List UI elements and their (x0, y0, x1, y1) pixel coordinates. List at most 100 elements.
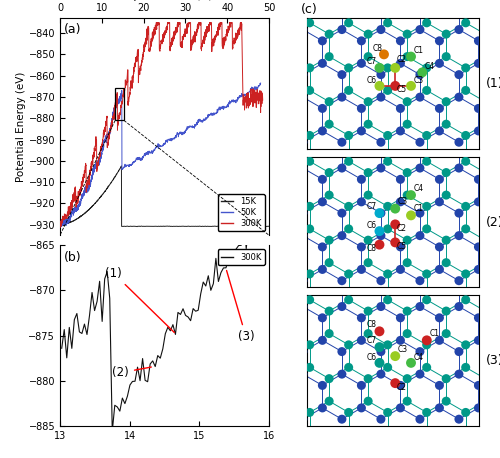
Circle shape (376, 138, 386, 147)
Circle shape (338, 164, 346, 173)
Circle shape (338, 25, 346, 34)
Circle shape (364, 120, 372, 129)
Circle shape (298, 93, 308, 102)
Circle shape (298, 370, 308, 379)
Circle shape (305, 295, 314, 304)
Circle shape (374, 327, 384, 336)
Legend: 300K: 300K (218, 249, 265, 265)
Text: C2: C2 (396, 224, 406, 233)
Text: C7: C7 (367, 202, 377, 211)
Text: C8: C8 (367, 244, 377, 252)
Circle shape (442, 191, 450, 200)
Legend: 15K, 50K, 300K: 15K, 50K, 300K (218, 194, 265, 231)
Circle shape (461, 431, 470, 440)
Circle shape (305, 431, 314, 440)
Circle shape (406, 81, 416, 91)
Circle shape (305, 340, 314, 349)
Circle shape (364, 52, 372, 61)
Circle shape (298, 347, 308, 356)
Circle shape (422, 363, 431, 372)
Text: C1: C1 (414, 46, 424, 55)
Circle shape (416, 276, 424, 285)
Circle shape (338, 276, 346, 285)
Circle shape (396, 104, 405, 113)
Circle shape (454, 370, 464, 379)
Circle shape (376, 70, 386, 79)
Circle shape (357, 265, 366, 274)
Circle shape (461, 63, 470, 72)
Bar (115, 88, 124, 120)
Circle shape (376, 93, 386, 102)
Circle shape (422, 292, 431, 301)
Circle shape (344, 224, 353, 234)
Circle shape (298, 164, 308, 173)
Circle shape (324, 30, 334, 38)
Circle shape (324, 397, 334, 406)
Circle shape (305, 157, 314, 166)
Circle shape (435, 265, 444, 274)
Circle shape (422, 295, 431, 304)
Circle shape (357, 242, 366, 251)
Circle shape (474, 242, 483, 251)
Circle shape (324, 329, 334, 338)
Circle shape (324, 120, 334, 129)
Circle shape (442, 329, 450, 338)
Circle shape (383, 224, 392, 234)
Text: (c): (c) (300, 3, 318, 16)
Circle shape (480, 168, 490, 177)
Circle shape (461, 295, 470, 304)
Circle shape (435, 242, 444, 251)
Circle shape (416, 138, 424, 147)
Circle shape (416, 414, 424, 424)
Circle shape (324, 97, 334, 106)
Circle shape (402, 374, 411, 383)
Circle shape (305, 363, 314, 372)
Circle shape (406, 210, 416, 220)
Circle shape (344, 63, 353, 72)
Circle shape (480, 397, 490, 406)
Circle shape (474, 197, 483, 207)
Circle shape (364, 258, 372, 267)
Circle shape (383, 431, 392, 440)
Circle shape (305, 18, 314, 27)
Circle shape (376, 370, 386, 379)
Circle shape (480, 191, 490, 200)
Circle shape (298, 276, 308, 285)
Circle shape (422, 63, 431, 72)
Circle shape (435, 104, 444, 113)
Circle shape (474, 403, 483, 412)
Circle shape (454, 276, 464, 285)
Circle shape (406, 52, 416, 61)
Text: C5: C5 (397, 242, 407, 251)
Circle shape (364, 168, 372, 177)
Text: C6: C6 (367, 353, 377, 362)
Circle shape (454, 25, 464, 34)
Circle shape (376, 208, 386, 218)
Circle shape (305, 269, 314, 278)
Circle shape (376, 3, 386, 11)
Circle shape (364, 236, 372, 245)
Circle shape (435, 36, 444, 45)
Circle shape (357, 403, 366, 412)
Circle shape (338, 231, 346, 240)
Circle shape (454, 3, 464, 11)
Circle shape (402, 168, 411, 177)
Circle shape (305, 202, 314, 211)
Circle shape (298, 70, 308, 79)
Circle shape (376, 347, 386, 356)
Circle shape (480, 30, 490, 38)
Circle shape (396, 197, 405, 207)
Circle shape (338, 347, 346, 356)
Circle shape (357, 381, 366, 390)
Text: C8: C8 (367, 320, 377, 329)
Circle shape (454, 138, 464, 147)
Circle shape (474, 126, 483, 136)
Circle shape (442, 97, 450, 106)
Text: (1): (1) (486, 77, 500, 90)
Circle shape (318, 265, 327, 274)
Circle shape (344, 292, 353, 301)
Circle shape (298, 208, 308, 218)
Circle shape (374, 226, 384, 236)
Circle shape (305, 408, 314, 417)
Circle shape (318, 36, 327, 45)
